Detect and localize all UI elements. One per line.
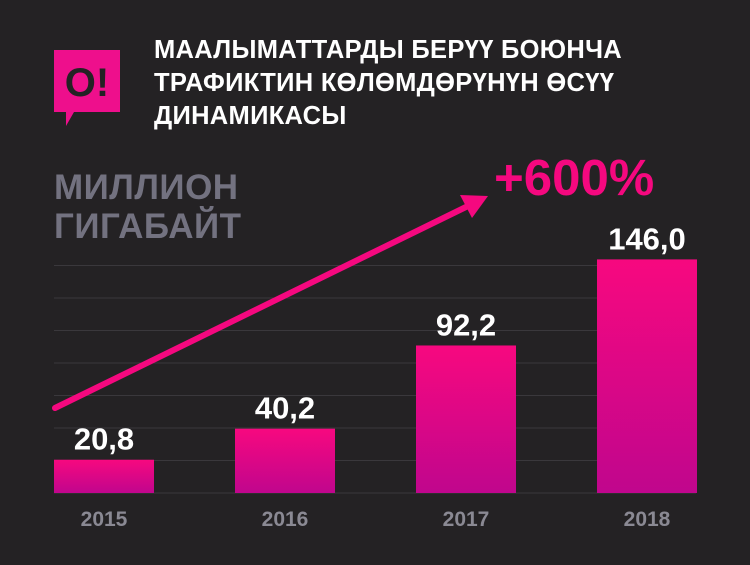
- bar-2016: [235, 428, 335, 493]
- value-label-2016: 40,2: [255, 391, 315, 426]
- x-label-2016: 2016: [262, 508, 309, 531]
- title-line-3: ДИНАМИКАСЫ: [154, 102, 347, 130]
- brand-logo-icon: O!: [54, 50, 120, 126]
- unit-label: МИЛЛИОН ГИГАБАЙТ: [54, 168, 242, 246]
- title-line-1: МААЛЫМАТТАРДЫ БЕРҮҮ БОЮНЧА: [154, 36, 623, 64]
- unit-label-line-2: ГИГАБАЙТ: [54, 207, 242, 246]
- bar-2018: [597, 259, 697, 493]
- chart-bars: [54, 259, 697, 493]
- chart-value-labels: 20,8 40,2 92,2 146,0: [74, 221, 686, 456]
- bar-2017: [416, 345, 516, 493]
- title-line-2: ТРАФИКТИН КӨЛӨМДӨРҮНҮН ӨСҮҮ: [154, 69, 615, 97]
- x-label-2017: 2017: [443, 508, 490, 531]
- trend-arrow: [52, 195, 488, 411]
- brand-logo-text: O!: [65, 61, 109, 105]
- value-label-2017: 92,2: [436, 307, 496, 342]
- value-label-2015: 20,8: [74, 422, 134, 457]
- growth-annotation: +600%: [494, 149, 655, 206]
- x-label-2015: 2015: [81, 508, 128, 531]
- x-label-2018: 2018: [624, 508, 671, 531]
- unit-label-line-1: МИЛЛИОН: [54, 168, 239, 207]
- chart-x-axis-labels: 2015 2016 2017 2018: [81, 508, 671, 531]
- chart-gridlines: [54, 265, 696, 494]
- bar-2015: [54, 459, 154, 493]
- value-label-2018: 146,0: [608, 221, 686, 256]
- page-title: МААЛЫМАТТАРДЫ БЕРҮҮ БОЮНЧА ТРАФИКТИН КӨЛ…: [154, 34, 734, 133]
